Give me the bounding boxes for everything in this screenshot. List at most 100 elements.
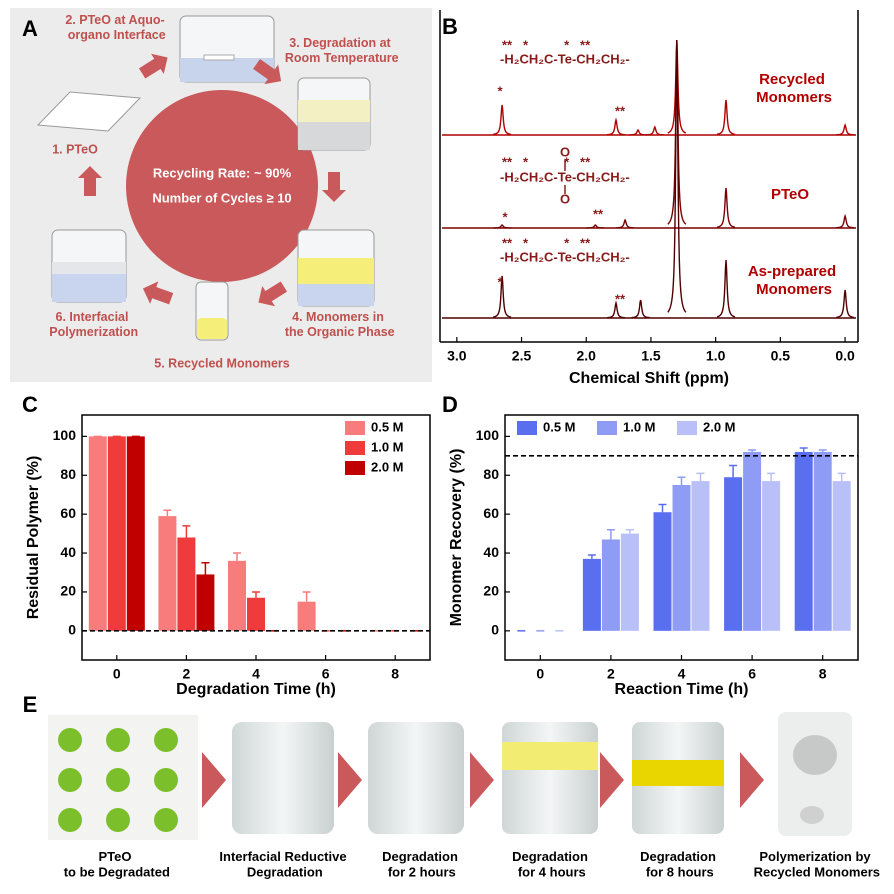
step-label: 1. PTeO — [52, 142, 98, 156]
legend-label: 2.0 M — [703, 419, 736, 434]
y-tick-label: 0 — [68, 622, 76, 638]
center-circle — [126, 90, 318, 282]
y-tick-label: 20 — [60, 583, 76, 599]
peak — [716, 187, 736, 228]
error-bar — [625, 528, 634, 534]
legend-swatch — [597, 421, 617, 435]
oxygen: O — [560, 144, 570, 159]
panel-label: C — [22, 392, 38, 417]
error-bar — [302, 591, 311, 602]
bar — [691, 481, 710, 631]
photo — [778, 712, 852, 836]
step-caption: Polymerization by Recycled Monomers — [750, 849, 880, 880]
y-tick-label: 60 — [60, 505, 76, 521]
x-tick-label: 4 — [678, 666, 686, 682]
peak — [493, 224, 512, 229]
error-bar — [163, 509, 172, 517]
bar — [724, 477, 743, 631]
x-tick-label: 3.0 — [447, 348, 467, 364]
bar — [832, 481, 851, 631]
legend-swatch — [345, 441, 365, 455]
bar — [88, 436, 107, 631]
oxygen: O — [560, 191, 570, 206]
bar — [743, 451, 762, 631]
spectrum-name: Recycled Monomers — [752, 71, 832, 106]
legend-swatch — [345, 421, 365, 435]
y-tick-label: 20 — [483, 583, 499, 599]
bar — [794, 451, 813, 631]
peak-label: * — [502, 209, 508, 224]
x-tick-label: 0.0 — [835, 348, 855, 364]
photo — [48, 715, 198, 840]
peak-label: ** — [615, 291, 626, 306]
error-bar — [748, 449, 757, 452]
center-text: Number of Cycles ≥ 10 — [152, 190, 291, 205]
error-bar — [606, 528, 615, 540]
bar — [247, 597, 265, 631]
peak — [492, 275, 512, 318]
photo — [632, 722, 724, 834]
spectrum-name: As-prepared Monomers — [748, 263, 836, 298]
y-tick-label: 100 — [53, 427, 77, 443]
peak — [716, 99, 736, 135]
step-label: 3. Degradation at Room Temperature — [281, 36, 398, 65]
bar — [582, 558, 601, 631]
y-tick-label: 100 — [476, 427, 500, 443]
photo — [232, 722, 334, 834]
step-caption: PTeO to be Degradated — [60, 849, 170, 880]
legend-label: 2.0 M — [371, 459, 404, 474]
error-bar — [201, 562, 210, 575]
peak — [607, 117, 625, 136]
error-bar — [767, 472, 776, 482]
peak — [616, 218, 635, 229]
peak — [607, 300, 625, 319]
step-caption: Degradation for 8 hours — [640, 849, 716, 880]
peak — [629, 128, 647, 136]
x-tick-label: 8 — [391, 666, 399, 682]
x-tick-label: 1.0 — [706, 348, 726, 364]
bar — [228, 560, 246, 631]
error-bar — [252, 591, 260, 598]
peak — [586, 224, 605, 229]
error-bar — [818, 449, 827, 452]
error-bar — [182, 525, 191, 538]
formula-stars: ** * * ** — [502, 37, 591, 52]
peak — [631, 299, 650, 319]
formula: -H₂CH₂C-Te-CH₂CH₂- — [500, 51, 630, 66]
step-caption: Degradation for 4 hours — [512, 849, 588, 880]
panel-label: B — [442, 14, 458, 39]
step-label: 5. Recycled Monomers — [154, 356, 290, 370]
bar — [126, 436, 145, 631]
formula: -H₂CH₂C-Te-CH₂CH₂- — [500, 169, 630, 184]
beaker — [51, 229, 127, 303]
panel-label: E — [23, 692, 38, 717]
y-axis-title: Residual Polymer (%) — [25, 456, 42, 620]
peak — [492, 104, 512, 136]
peak — [716, 259, 736, 318]
x-tick-label: 2 — [607, 666, 615, 682]
legend-swatch — [517, 421, 537, 435]
formula-stars: ** * * ** — [502, 154, 591, 169]
arrows — [78, 53, 346, 307]
formula: -H₂CH₂C-Te-CH₂CH₂- — [500, 249, 630, 264]
bar — [601, 539, 620, 631]
y-axis-title: Monomer Recovery (%) — [448, 449, 465, 627]
legend-label: 0.5 M — [371, 419, 404, 434]
error-bar — [799, 447, 808, 452]
step-label: 2. PTeO at Aquo- organo Interface — [64, 13, 165, 42]
error-bar — [677, 476, 686, 485]
error-bar — [696, 472, 705, 482]
legend-label: 1.0 M — [371, 439, 404, 454]
step-label: 6. Interfacial Polymerization — [46, 310, 138, 339]
bar — [672, 485, 691, 631]
peak-label: ** — [615, 103, 626, 118]
panel-label: A — [22, 16, 38, 41]
step-caption: Degradation for 2 hours — [382, 849, 458, 880]
x-axis-title: Degradation Time (h) — [176, 681, 336, 698]
tube — [195, 281, 229, 341]
x-tick-label: 1.5 — [641, 348, 661, 364]
x-tick-label: 6 — [322, 666, 330, 682]
beaker — [297, 77, 371, 151]
photo — [368, 722, 464, 834]
spectrum-name: PTeO — [771, 186, 809, 203]
